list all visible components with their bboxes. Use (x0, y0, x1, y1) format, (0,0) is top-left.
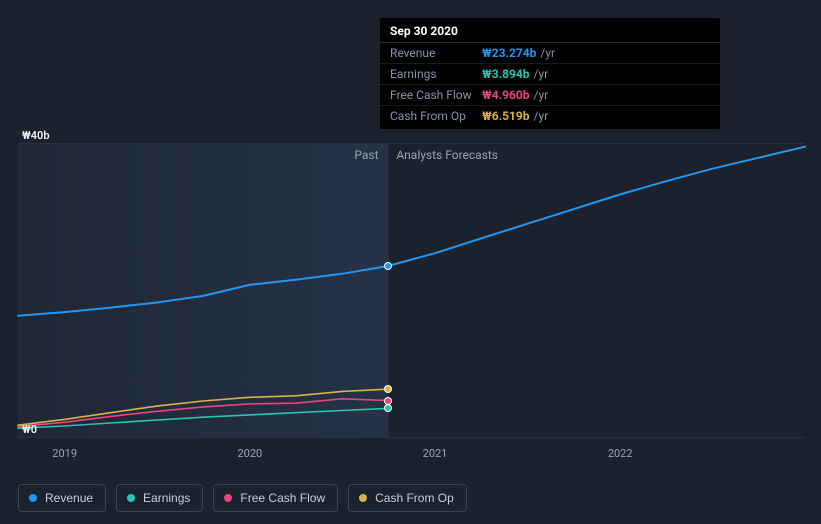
legend-label: Earnings (143, 491, 190, 505)
tooltip-unit: /yr (540, 46, 555, 60)
legend-swatch (224, 494, 232, 502)
tooltip-row: Revenue ₩23.274b /yr (380, 43, 720, 64)
tooltip-value: ₩4.960b (482, 88, 530, 102)
gridline (18, 437, 805, 438)
gridline (18, 143, 805, 144)
fcf-marker (384, 397, 392, 405)
tooltip-label: Free Cash Flow (390, 88, 482, 102)
legend-swatch (29, 494, 37, 502)
tooltip-value: ₩6.519b (482, 109, 530, 123)
financials-chart: Past Analysts Forecasts Sep 30 2020 Reve… (0, 0, 821, 524)
x-axis-label: 2021 (423, 447, 448, 460)
tooltip-value: ₩23.274b (482, 46, 536, 60)
tooltip-unit: /yr (534, 67, 549, 81)
tooltip-label: Revenue (390, 46, 482, 60)
tooltip-value: ₩3.894b (482, 67, 530, 81)
y-axis-label: ₩0 (22, 423, 37, 436)
tooltip-unit: /yr (534, 88, 549, 102)
tooltip-date: Sep 30 2020 (380, 24, 720, 43)
legend-item-earnings[interactable]: Earnings (116, 484, 203, 512)
tooltip-unit: /yr (534, 109, 549, 123)
y-axis-label: ₩40b (22, 129, 50, 142)
legend: Revenue Earnings Free Cash Flow Cash Fro… (18, 484, 467, 512)
legend-swatch (127, 494, 135, 502)
legend-item-revenue[interactable]: Revenue (18, 484, 106, 512)
x-axis-label: 2022 (608, 447, 633, 460)
tooltip-label: Earnings (390, 67, 482, 81)
earnings-marker (384, 404, 392, 412)
legend-item-cfo[interactable]: Cash From Op (348, 484, 467, 512)
legend-label: Cash From Op (375, 491, 454, 505)
x-axis-label: 2020 (237, 447, 262, 460)
tooltip-row: Earnings ₩3.894b /yr (380, 64, 720, 85)
revenue-marker (384, 262, 392, 270)
legend-label: Free Cash Flow (240, 491, 325, 505)
cfo-marker (384, 385, 392, 393)
x-axis-label: 2019 (52, 447, 77, 460)
tooltip-row: Cash From Op ₩6.519b /yr (380, 106, 720, 129)
tooltip-label: Cash From Op (390, 109, 482, 123)
tooltip-row: Free Cash Flow ₩4.960b /yr (380, 85, 720, 106)
legend-label: Revenue (45, 491, 93, 505)
legend-item-fcf[interactable]: Free Cash Flow (213, 484, 338, 512)
legend-swatch (359, 494, 367, 502)
hover-tooltip: Sep 30 2020 Revenue ₩23.274b /yr Earning… (380, 18, 720, 129)
